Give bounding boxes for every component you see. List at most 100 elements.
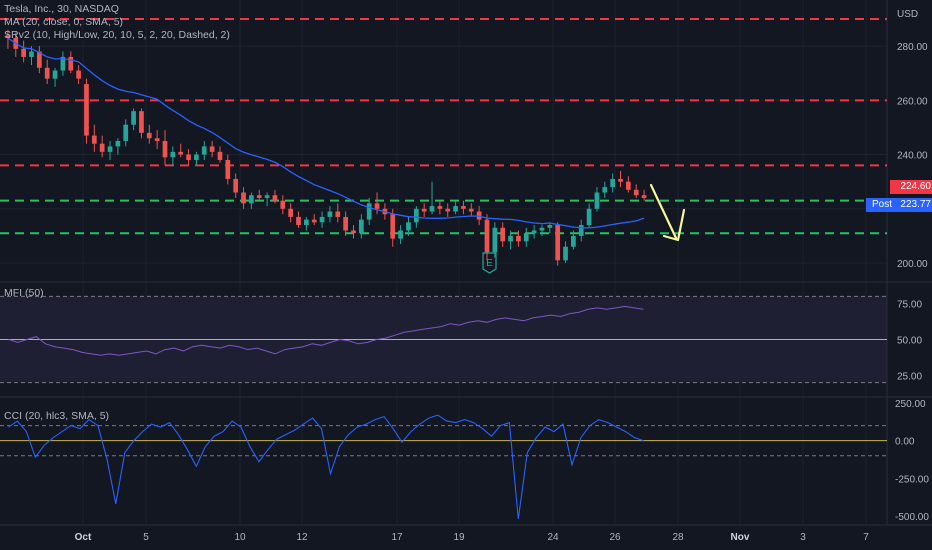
- candle-body: [311, 219, 317, 223]
- price-tick-label: 200.00: [897, 259, 928, 270]
- candle-body: [555, 225, 561, 261]
- candle-body: [68, 56, 74, 71]
- earnings-label: E: [486, 258, 493, 269]
- cci-tick-label: 250.00: [895, 399, 926, 410]
- candle-body: [99, 143, 105, 152]
- candle-body: [178, 151, 184, 155]
- post-market-price: 223.77: [892, 198, 932, 212]
- candle-body: [201, 146, 207, 155]
- candle-body: [217, 151, 223, 160]
- candle-body: [492, 227, 498, 253]
- candle-body: [586, 208, 592, 226]
- candle-body: [539, 227, 545, 231]
- candle-body: [351, 230, 356, 234]
- candle-body: [374, 203, 380, 209]
- candle-body: [327, 211, 333, 217]
- candle-body: [241, 192, 246, 204]
- candle-body: [186, 154, 191, 160]
- time-tick-label: 12: [296, 532, 308, 543]
- candle-body: [563, 246, 568, 261]
- candle-body: [437, 206, 443, 209]
- candle-body: [571, 235, 576, 247]
- time-axis[interactable]: Oct 5 10 12 17 19 24 26 28 Nov 3 7: [75, 532, 870, 543]
- candle-body: [288, 208, 294, 217]
- candle-body: [641, 195, 647, 198]
- candle-body: [618, 178, 623, 182]
- candle-body: [29, 51, 34, 57]
- time-tick-label: 26: [609, 532, 621, 543]
- cci-tick-label: -250.00: [895, 474, 929, 485]
- ma-legend[interactable]: MA (20, close, 0, SMA, 5): [4, 16, 124, 28]
- cci-tick-label: 0.00: [895, 437, 915, 448]
- candle-body: [107, 146, 113, 152]
- candle-body: [508, 235, 513, 242]
- arrow-shaft: [649, 183, 678, 240]
- time-tick-label: 19: [453, 532, 465, 543]
- price-axis[interactable]: 280.00 260.00 240.00 200.00: [897, 42, 928, 270]
- legend: Tesla, Inc., 30, NASDAQ MA (20, close, 0…: [4, 3, 230, 42]
- time-tick-label: 3: [800, 532, 806, 543]
- candle-body: [366, 203, 372, 220]
- candle-body: [5, 35, 11, 38]
- earnings-icon: [482, 252, 497, 274]
- candle-body: [280, 200, 286, 209]
- cci-axis[interactable]: 250.00 0.00 -250.00 -500.00: [895, 399, 929, 523]
- candle-body: [358, 219, 364, 234]
- mfi-tick-label: 75.00: [897, 300, 922, 311]
- candle-body: [421, 208, 427, 212]
- candle-body: [594, 192, 600, 209]
- candle-body: [468, 208, 474, 212]
- post-market-label: Post: [866, 198, 898, 212]
- symbol-title[interactable]: Tesla, Inc., 30, NASDAQ: [4, 3, 119, 15]
- mfi-axis[interactable]: 75.00 50.00 25.00: [897, 300, 922, 383]
- candle-body: [500, 227, 506, 242]
- candle-body: [162, 141, 168, 158]
- candle-body: [115, 141, 121, 147]
- time-tick-label: 24: [547, 532, 559, 543]
- time-tick-label: 28: [672, 532, 684, 543]
- candle-body: [21, 48, 26, 57]
- candle-body: [319, 216, 325, 223]
- drawn-arrow[interactable]: [649, 183, 686, 242]
- mfi-legend[interactable]: MFI (50): [4, 287, 44, 299]
- cci-levels: [0, 425, 887, 457]
- ma-line: [7, 37, 645, 229]
- candle-body: [296, 216, 301, 226]
- candle-body: [578, 225, 584, 236]
- candle-body: [445, 208, 451, 212]
- price-tick-label: 260.00: [897, 96, 928, 107]
- candle-body: [523, 233, 529, 242]
- candle-body: [272, 195, 278, 201]
- earnings-marker[interactable]: E: [482, 252, 497, 274]
- price-tick-label: 240.00: [897, 151, 928, 162]
- candle-body: [398, 230, 403, 239]
- candle-body: [91, 135, 97, 144]
- candle-body: [146, 132, 152, 139]
- candle-body: [233, 178, 239, 193]
- mfi-tick-label: 25.00: [897, 371, 922, 382]
- candle-body: [531, 230, 537, 234]
- candle-body: [209, 146, 215, 152]
- candle-body: [602, 187, 608, 193]
- candles: [5, 29, 647, 266]
- candle-body: [610, 178, 616, 188]
- time-tick-label: 10: [234, 532, 246, 543]
- candle-body: [335, 211, 341, 217]
- candle-body: [36, 51, 42, 68]
- candle-body: [194, 154, 199, 160]
- arrow-head: [662, 208, 686, 242]
- time-tick-label: 7: [863, 532, 869, 543]
- candle-body: [453, 206, 458, 212]
- candle-body: [264, 195, 270, 198]
- cci-legend[interactable]: CCI (20, hlc3, SMA, 5): [4, 410, 110, 422]
- candle-body: [76, 70, 81, 79]
- candle-body: [516, 235, 521, 242]
- candle-body: [547, 225, 553, 228]
- price-tick-label: 280.00: [897, 42, 928, 53]
- srv-legend[interactable]: SRv2 (10, High/Low, 20, 10, 5, 2, 20, Da…: [4, 29, 230, 41]
- candle-body: [60, 56, 66, 71]
- candle-body: [256, 195, 262, 198]
- candle-body: [484, 219, 490, 253]
